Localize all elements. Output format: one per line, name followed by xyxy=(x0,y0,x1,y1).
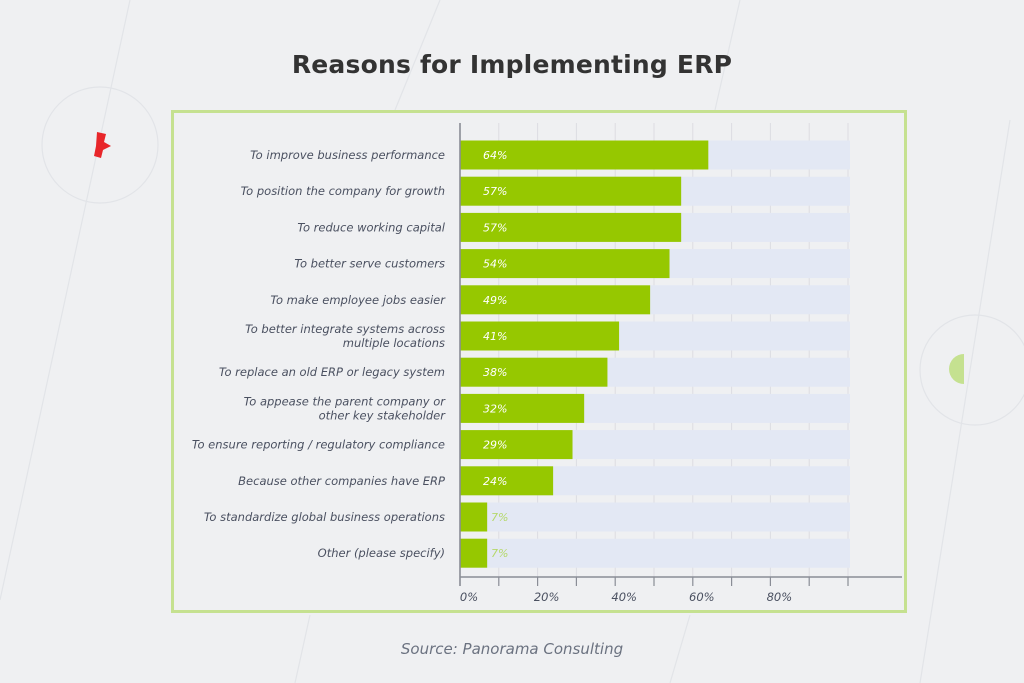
value-label: 41% xyxy=(483,330,507,343)
value-label: 29% xyxy=(483,439,507,452)
red-accent-mark xyxy=(94,132,111,158)
category-label: Other (please specify) xyxy=(318,546,445,560)
value-labels: 64% 57% 57% 54% 49% 41% 38% 32% 29% 24% 7% 7% xyxy=(483,149,508,560)
bar xyxy=(460,249,670,279)
x-tick-label: 80% xyxy=(767,590,793,604)
category-label: To improve business performance xyxy=(250,148,445,162)
x-tick-label: 0% xyxy=(460,590,478,604)
category-label: To reduce working capital xyxy=(297,220,445,234)
value-label: 49% xyxy=(483,294,507,307)
category-label: To make employee jobs easier xyxy=(270,293,446,307)
bar xyxy=(460,357,608,387)
bar xyxy=(460,466,554,496)
axes: 0% 20% 40% 60% 80% xyxy=(459,123,902,604)
bars xyxy=(460,140,709,568)
category-label: To replace an old ERP or legacy system xyxy=(219,365,445,379)
chart-title: Reasons for Implementing ERP xyxy=(291,50,733,79)
value-label: 32% xyxy=(483,402,507,415)
bar xyxy=(460,321,620,351)
category-label: To standardize global business operation… xyxy=(204,510,445,524)
category-label: To position the company for growth xyxy=(241,184,445,198)
source-note: Source: Panorama Consulting xyxy=(400,640,624,658)
value-label: 24% xyxy=(483,475,507,488)
bar-track xyxy=(460,538,850,568)
value-label: 64% xyxy=(483,149,507,162)
bar xyxy=(460,502,488,532)
bar xyxy=(460,538,488,568)
bar xyxy=(460,212,682,242)
value-label: 7% xyxy=(491,547,508,560)
value-label: 57% xyxy=(483,221,507,234)
category-label: To better serve customers xyxy=(294,257,445,271)
bar xyxy=(460,285,651,315)
category-label: To ensure reporting / regulatory complia… xyxy=(192,438,445,452)
value-label: 7% xyxy=(491,511,508,524)
bar xyxy=(460,176,682,206)
category-label: Because other companies have ERP xyxy=(238,474,445,488)
category-label: To better integrate systems across multip… xyxy=(245,322,445,350)
bar xyxy=(460,393,585,423)
x-tick-label: 40% xyxy=(611,590,637,604)
green-accent-dot xyxy=(949,354,964,384)
bar-track xyxy=(460,502,850,532)
value-label: 54% xyxy=(483,258,507,271)
bar xyxy=(460,430,573,460)
chart-frame xyxy=(171,110,907,613)
value-label: 38% xyxy=(483,366,507,379)
x-tick-label: 20% xyxy=(534,590,560,604)
value-label: 57% xyxy=(483,185,507,198)
bar xyxy=(460,140,709,170)
category-label: To appease the parent company or other ke… xyxy=(244,394,447,422)
x-tick-label: 60% xyxy=(689,590,715,604)
category-labels: To improve business performance To positi… xyxy=(192,148,446,560)
